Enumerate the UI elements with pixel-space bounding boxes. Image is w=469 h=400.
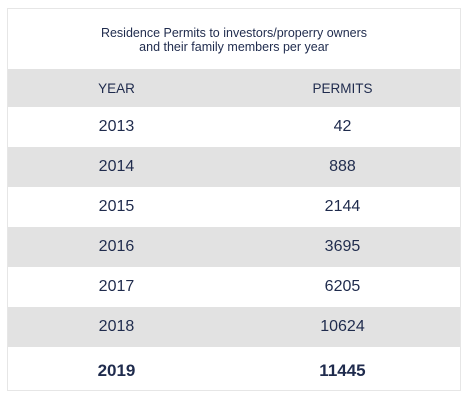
table-row: 2019 11445	[8, 347, 460, 395]
permits-cell: 3695	[224, 227, 460, 267]
permits-cell: 6205	[324, 278, 361, 295]
title-line: Residence Permits to investors/properry …	[100, 26, 368, 40]
year-cell: 2017	[98, 278, 135, 295]
year-cell: 2015	[98, 198, 135, 215]
permits-cell: 2144	[324, 198, 361, 215]
year-cell: 2018	[8, 307, 225, 347]
table-row: 2018 10624	[8, 307, 460, 347]
permits-cell: 42	[333, 118, 352, 135]
header-cell: PERMITS	[224, 69, 460, 107]
table-row: 2015 2144	[8, 187, 460, 227]
year-cell: 2013	[98, 118, 135, 135]
permits-cell: 888	[224, 147, 460, 187]
table-row: 2017 6205	[8, 267, 460, 307]
permits-table: YEAR PERMITS 2013 42 2014 888 2015 2144 2016 36…	[8, 69, 460, 395]
permits-cell: 11445	[319, 361, 366, 380]
title-line: and their family members per year	[139, 40, 329, 54]
year-cell: 2014	[8, 147, 225, 187]
year-cell: 2019	[97, 361, 136, 380]
header-cell: YEAR	[8, 69, 225, 107]
permits-cell: 10624	[224, 307, 460, 347]
year-cell: 2016	[8, 227, 225, 267]
table-row: 2013 42	[8, 107, 460, 147]
header-row: YEAR PERMITS	[8, 69, 460, 107]
permits-card: Residence Permits to investors/properry …	[7, 8, 461, 391]
table-title: Residence Permits to investors/properry …	[8, 9, 460, 69]
table-row: 2016 3695	[8, 227, 460, 267]
table-row: 2014 888	[8, 147, 460, 187]
